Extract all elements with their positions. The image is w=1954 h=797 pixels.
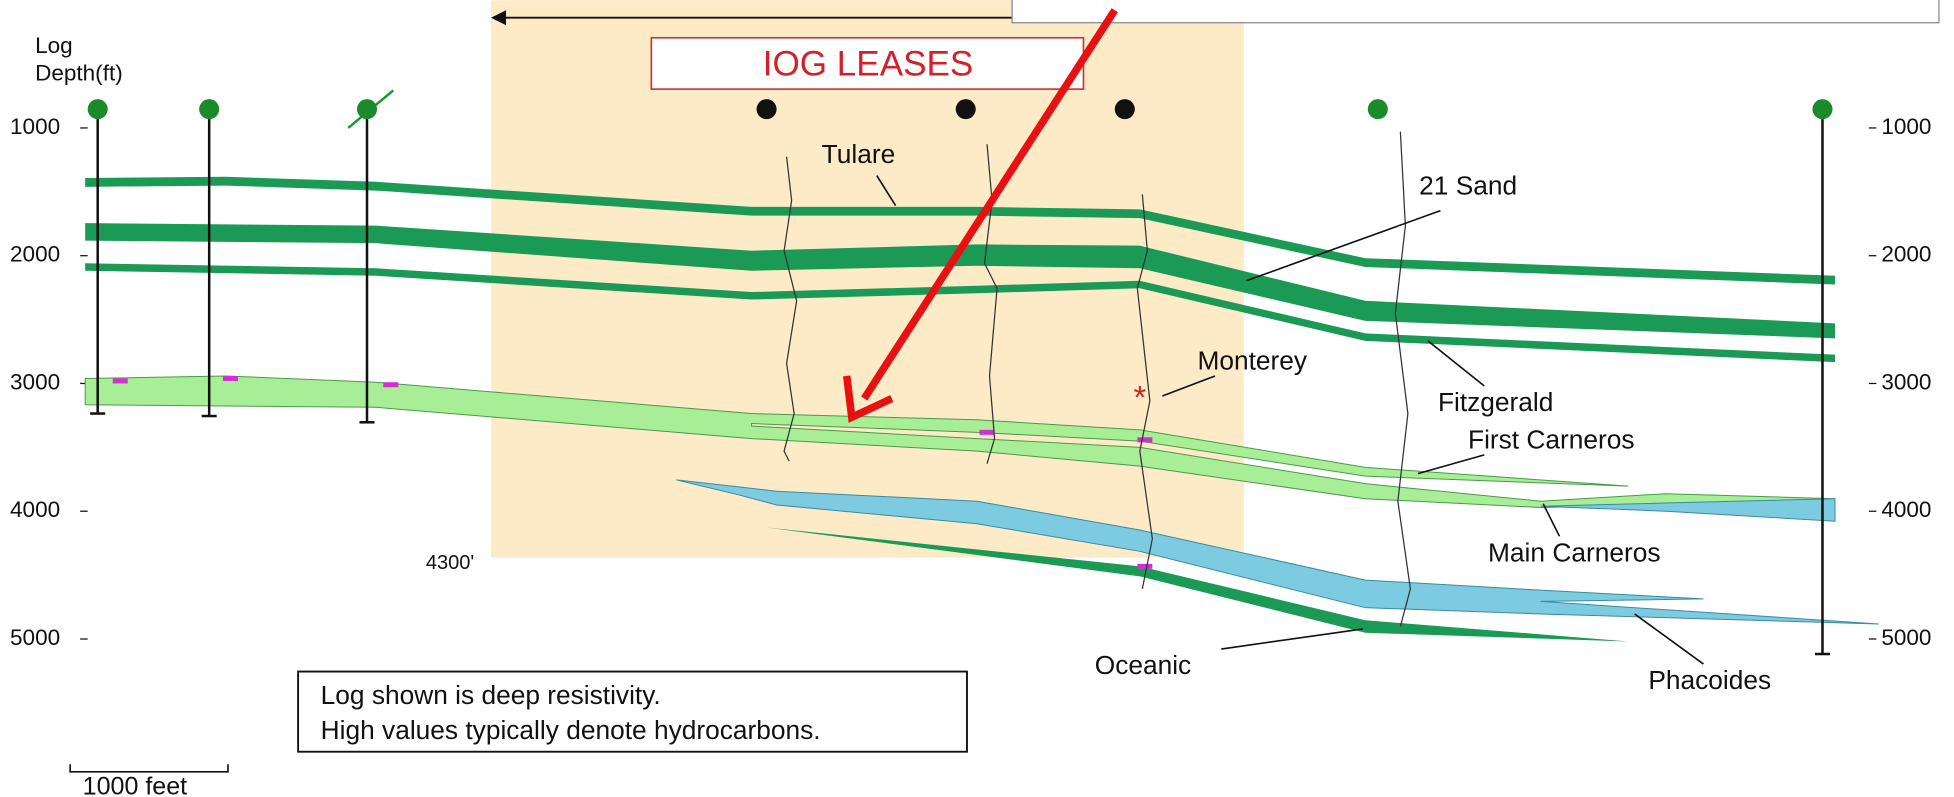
depth-label: 4000 (1881, 497, 1931, 522)
depth-marker: 4300' (426, 552, 474, 574)
main-carneros-bed (676, 479, 1879, 625)
asterisk: * (1133, 380, 1146, 416)
leader (876, 175, 897, 207)
arrow-head (491, 10, 507, 26)
note-box (297, 670, 968, 753)
depth-label: 4000 (10, 497, 60, 522)
depth-label: 3000 (1881, 369, 1931, 394)
oceanic-bed (766, 527, 1629, 642)
top-box (1011, 0, 1940, 24)
main-carneros-bed (1540, 498, 1836, 522)
wells (90, 89, 1830, 656)
leader (1162, 375, 1216, 397)
carneros-bed (84, 375, 1836, 508)
formation-label: First Carneros (1468, 425, 1635, 455)
depth-label: 1000 (10, 114, 60, 139)
formation-label: Monterey (1197, 346, 1307, 376)
lease-label: IOG LEASES (763, 44, 973, 83)
lease-box (650, 36, 1085, 90)
well-dots (87, 99, 1833, 120)
note-text: High values typically denote hydrocarbon… (321, 715, 821, 745)
leader (1417, 454, 1485, 475)
depth-label: 3000 (10, 369, 60, 394)
leader (1542, 503, 1561, 537)
leader (1427, 340, 1485, 387)
pay-marks (112, 375, 1153, 569)
sand21-bed (85, 223, 1836, 339)
depth-label: 2000 (10, 242, 60, 267)
note-text: Log shown is deep resistivity. (321, 680, 661, 710)
formation-label: 21 Sand (1419, 170, 1517, 200)
formation-label: Phacoides (1648, 665, 1771, 695)
axis-title: Depth(ft) (35, 60, 123, 85)
depth-label: 5000 (1881, 625, 1931, 650)
formation-label: Main Carneros (1488, 537, 1660, 567)
formation-label: Oceanic (1095, 650, 1191, 680)
depth-label: 5000 (10, 625, 60, 650)
red-arrow-head (843, 375, 894, 423)
formation-label: Tulare (822, 139, 896, 169)
axis-title: Log (35, 33, 73, 58)
fitzgerald-bed (85, 263, 1836, 363)
leader (1246, 209, 1441, 282)
leader (1634, 613, 1704, 665)
lease-area (491, 0, 1244, 558)
tulare-bed (85, 176, 1836, 285)
scale-label: 1000 feet (83, 772, 187, 797)
depth-label: 1000 (1881, 114, 1931, 139)
depth-label: 2000 (1881, 242, 1931, 267)
red-arrow (861, 8, 1118, 401)
formation-label: Fitzgerald (1438, 387, 1553, 417)
well-dots (756, 99, 1135, 120)
leader (1221, 628, 1363, 650)
scale-bar (69, 764, 229, 773)
